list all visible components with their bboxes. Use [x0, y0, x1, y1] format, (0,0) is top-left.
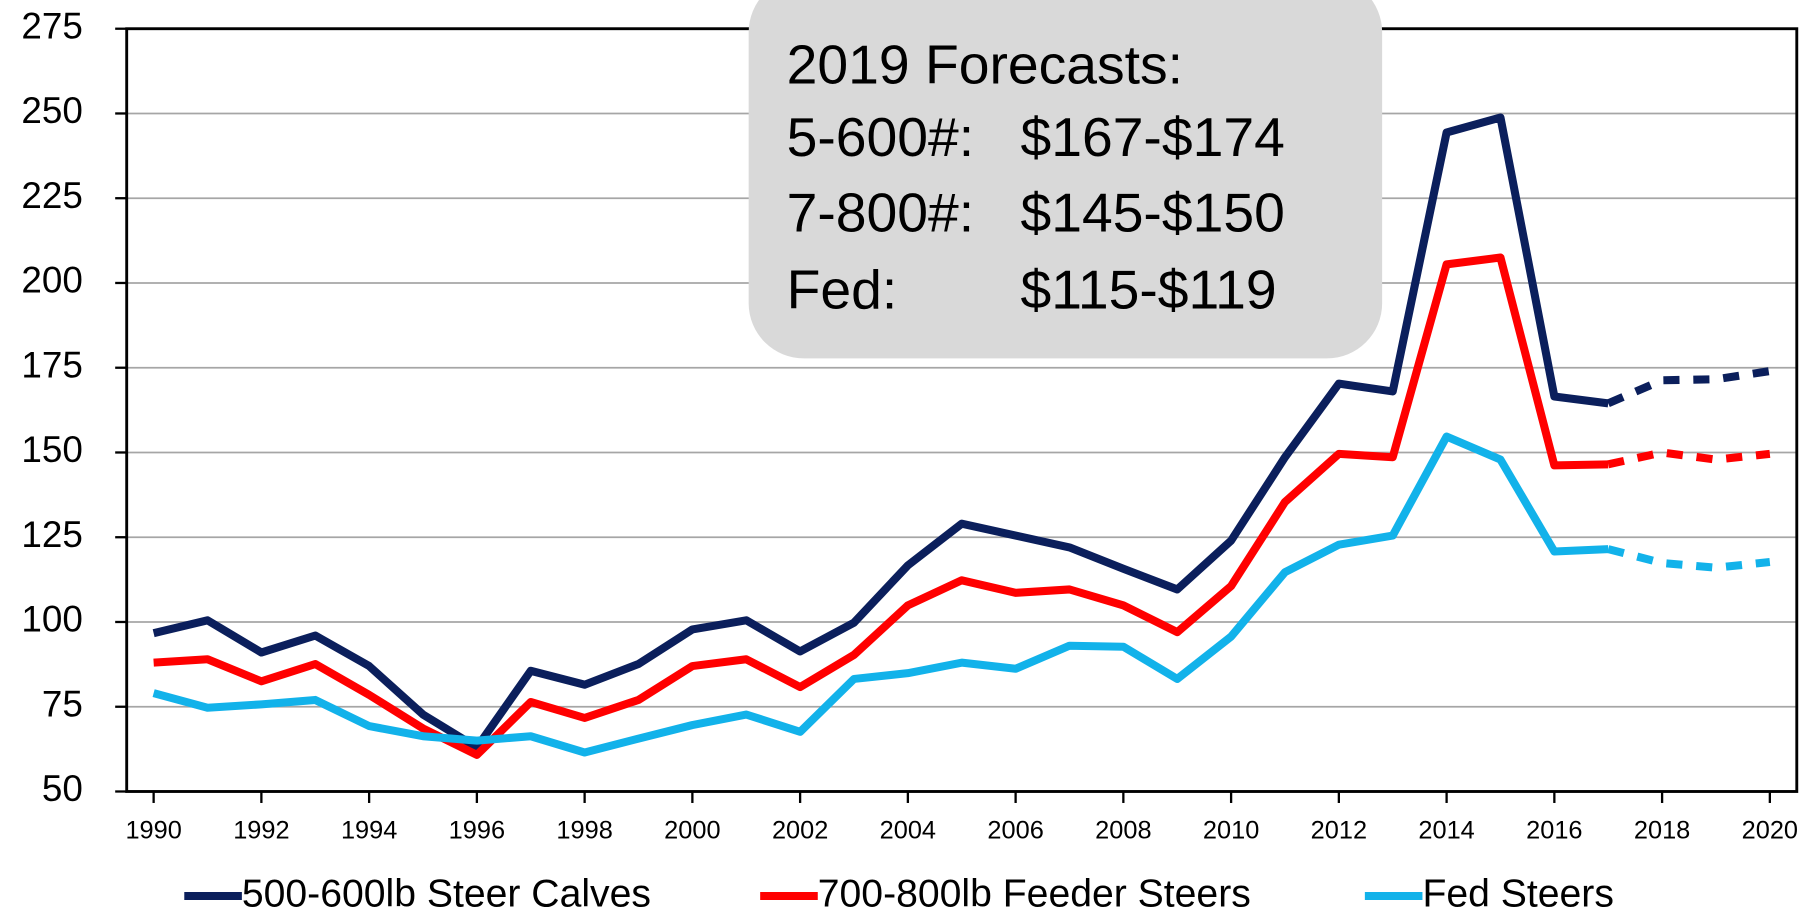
x-tick-label: 2004 [880, 816, 936, 844]
x-tick-label: 1994 [341, 816, 397, 844]
x-tick-label: 1990 [125, 816, 181, 844]
y-tick-label: 250 [21, 90, 82, 131]
x-tick-label: 2000 [664, 816, 720, 844]
x-tick-label: 2006 [987, 816, 1043, 844]
x-tick-label: 1996 [449, 816, 505, 844]
annotation-range: $167-$174 [1020, 106, 1284, 168]
axes: 50 75 100 125 150 175 200 225 250 275 1990 1992 1994… [21, 5, 1798, 844]
legend-label: 500-600lb Steer Calves [242, 872, 651, 915]
annotation-label: Fed: [787, 259, 898, 321]
x-tick-label: 2020 [1742, 816, 1798, 844]
x-tick-label: 1998 [556, 816, 612, 844]
x-tick-label: 2002 [772, 816, 828, 844]
y-tick-label: 125 [21, 514, 82, 555]
series-line [152, 432, 1609, 757]
legend: 500-600lb Steer Calves 700-800lb Feeder S… [184, 872, 1614, 915]
y-tick-label: 75 [42, 683, 83, 724]
x-tick-label: 2014 [1418, 816, 1474, 844]
legend-label: 700-800lb Feeder Steers [818, 872, 1251, 915]
y-tick-label: 50 [42, 768, 83, 809]
annotation-range: $115-$119 [1020, 259, 1276, 321]
y-tick-label: 200 [21, 260, 82, 301]
annotation-background [748, 0, 1383, 359]
x-tick-label: 2016 [1526, 816, 1582, 844]
y-tick-label: 275 [21, 5, 82, 46]
x-tick-label: 2018 [1634, 816, 1690, 844]
y-tick-label: 100 [21, 599, 82, 640]
series-line [152, 113, 1609, 752]
x-tick-label: 2010 [1203, 816, 1259, 844]
series-line [153, 253, 1609, 759]
y-tick-label: 175 [21, 344, 82, 385]
x-tick-label: 2008 [1095, 816, 1151, 844]
annotation-range: $145-$150 [1020, 182, 1284, 244]
y-tick-label: 225 [21, 175, 82, 216]
forecast-line [1606, 367, 1771, 408]
legend-label: Fed Steers [1422, 872, 1613, 915]
annotation-label: 7-800#: [787, 182, 974, 244]
annotation-title: 2019 Forecasts: [787, 34, 1183, 96]
annotation-label: 5-600#: [787, 106, 974, 168]
y-tick-label: 150 [21, 429, 82, 470]
x-tick-label: 2012 [1311, 816, 1367, 844]
lines [152, 113, 1771, 759]
forecast-line [1607, 448, 1771, 469]
forecast-line [1607, 545, 1771, 572]
x-tick-label: 1992 [233, 816, 289, 844]
annotation-box: 2019 Forecasts: 5-600#: $167-$174 7-800#… [748, 0, 1383, 359]
